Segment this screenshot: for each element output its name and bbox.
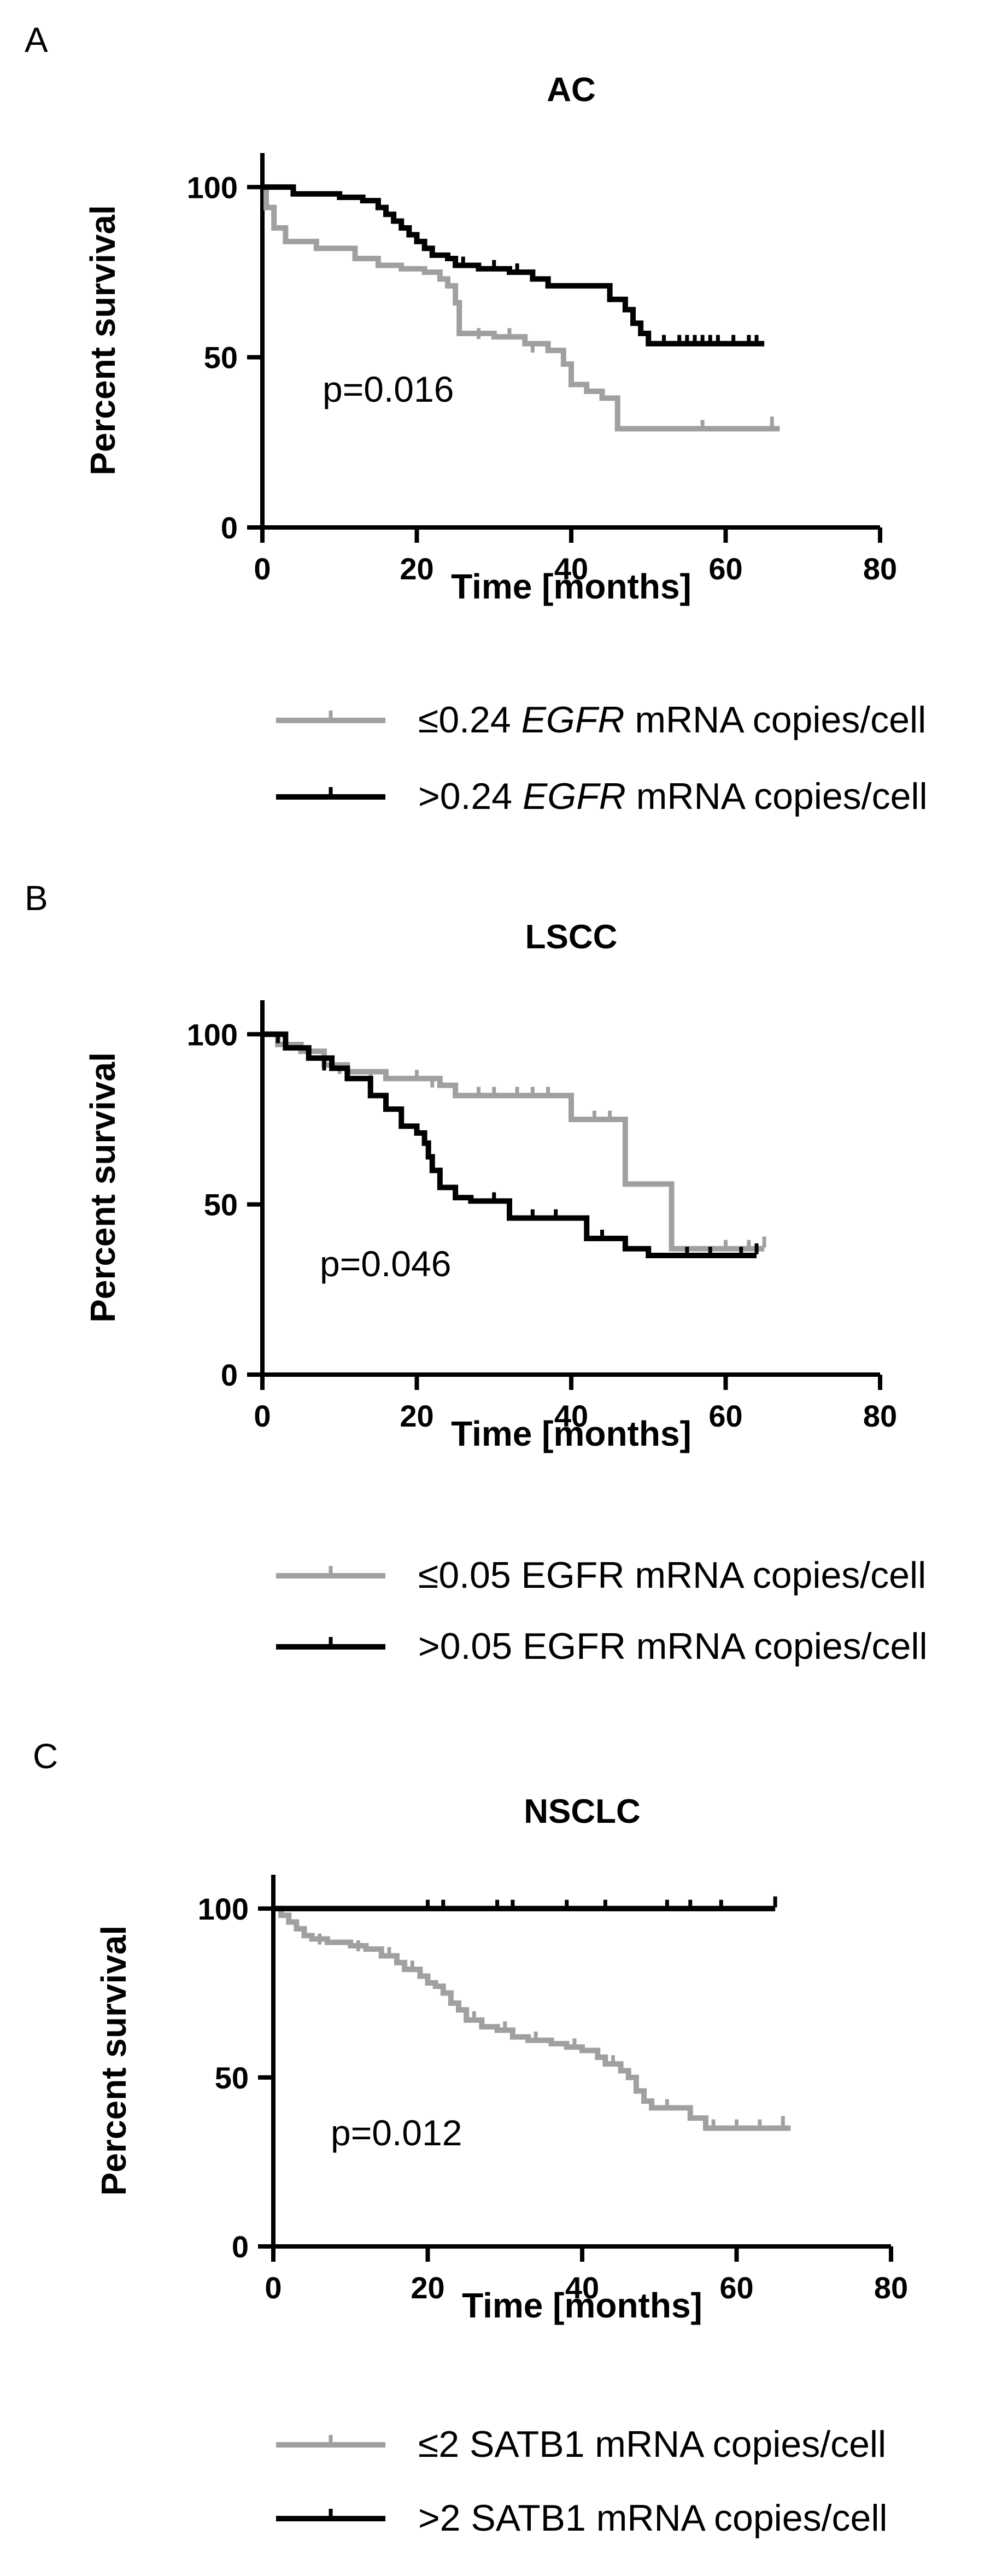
chart-title: LSCC (525, 918, 618, 956)
y-tick-label: 50 (215, 2061, 249, 2095)
survival-curve-series-2 (262, 184, 765, 347)
legend-label: >0.24 EGFR mRNA copies/cell (418, 776, 928, 817)
x-tick-label: 40 (565, 2270, 599, 2305)
p-value-annotation: p=0.046 (320, 1243, 451, 1284)
x-tick-label: 20 (400, 1399, 433, 1433)
x-axis-label: Time [months] (451, 1414, 691, 1453)
legend-label: >0.05 EGFR mRNA copies/cell (418, 1626, 928, 1667)
x-axis-label: Time [months] (462, 2286, 702, 2325)
x-tick-label: 40 (554, 551, 588, 586)
x-axis-label: Time [months] (451, 567, 691, 606)
panel-letter-a: A (25, 20, 48, 60)
km-chart-a: A AC 0 20 40 60 80 0 50 100 Time [months] Percent … (25, 20, 928, 817)
x-tick-label: 60 (719, 2270, 753, 2305)
survival-curve-series-2 (262, 1031, 757, 1259)
panel-b: B LSCC 0 20 40 60 80 0 50 100 Time [months] Percen… (0, 885, 1008, 1738)
x-tick-label: 80 (863, 551, 897, 586)
y-axis-label: Percent survival (83, 205, 122, 476)
legend-label: ≤0.05 EGFR mRNA copies/cell (418, 1554, 926, 1596)
x-tick-label: 60 (708, 551, 742, 586)
legend-label: ≤0.24 EGFR mRNA copies/cell (418, 699, 926, 741)
panel-a: A AC 0 20 40 60 80 0 50 100 Time [months] Percent … (0, 0, 1008, 885)
y-tick-label: 0 (232, 2229, 249, 2264)
y-axis-label: Percent survival (83, 1052, 122, 1323)
legend-label: ≤2 SATB1 mRNA copies/cell (418, 2424, 886, 2465)
legend-item-1: ≤0.05 EGFR mRNA copies/cell (276, 1554, 926, 1596)
x-tick-label: 80 (863, 1399, 897, 1433)
y-tick-label: 50 (204, 341, 238, 375)
chart-title: NSCLC (524, 1793, 641, 1830)
chart-title: AC (547, 71, 596, 109)
survival-curve-series-1 (273, 1905, 791, 2131)
survival-curve-series-1 (262, 184, 780, 432)
y-tick-label: 100 (187, 1017, 238, 1052)
legend-item-2: >2 SATB1 mRNA copies/cell (276, 2497, 888, 2539)
legend-item-2: >0.05 EGFR mRNA copies/cell (276, 1626, 928, 1667)
legend-item-1: ≤0.24 EGFR mRNA copies/cell (276, 699, 926, 741)
x-tick-label: 0 (254, 1399, 271, 1433)
x-tick-label: 0 (254, 551, 271, 586)
x-tick-label: 80 (874, 2270, 908, 2305)
y-axis-label: Percent survival (94, 1926, 133, 2196)
legend-item-1: ≤2 SATB1 mRNA copies/cell (276, 2424, 886, 2465)
y-tick-label: 50 (204, 1188, 238, 1222)
km-chart-b: B LSCC 0 20 40 60 80 0 50 100 Time [months] Percen… (25, 885, 928, 1667)
x-tick-label: 20 (411, 2270, 444, 2305)
y-tick-label: 100 (198, 1892, 249, 1926)
legend-item-2: >0.24 EGFR mRNA copies/cell (276, 776, 928, 817)
y-tick-label: 100 (187, 170, 238, 204)
x-tick-label: 0 (265, 2270, 282, 2305)
y-tick-label: 0 (221, 1358, 238, 1392)
p-value-annotation: p=0.012 (331, 2113, 462, 2153)
p-value-annotation: p=0.016 (323, 369, 454, 409)
x-tick-label: 60 (708, 1399, 742, 1433)
x-tick-label: 20 (400, 551, 433, 586)
y-tick-label: 0 (221, 510, 238, 545)
panel-c: C NSCLC 0 20 40 60 80 0 50 100 Time [months] Perce… (0, 1738, 1008, 2576)
panel-letter-b: B (25, 885, 48, 918)
km-chart-c: C NSCLC 0 20 40 60 80 0 50 100 Time [months] Perce… (33, 1738, 908, 2539)
panel-letter-c: C (33, 1738, 58, 1776)
legend-label: >2 SATB1 mRNA copies/cell (418, 2497, 888, 2539)
x-tick-label: 40 (554, 1399, 588, 1433)
